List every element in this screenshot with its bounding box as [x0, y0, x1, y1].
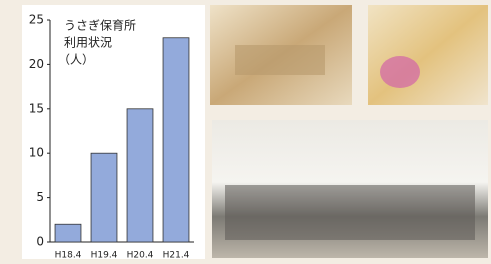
- photo-detail: [225, 185, 475, 240]
- x-tick-label: H21.4: [163, 251, 190, 261]
- photo-playroom: [368, 5, 488, 105]
- y-tick-label: 15: [29, 101, 44, 115]
- y-tick-label: 5: [36, 190, 44, 204]
- x-tick-label: H18.4: [55, 251, 82, 261]
- bar: [91, 153, 117, 242]
- chart-title: うさぎ保育所: [64, 18, 136, 33]
- chart-subtitle: 利用状況: [64, 35, 112, 50]
- photo-detail: [380, 56, 420, 88]
- bar: [55, 224, 81, 242]
- y-tick-label: 25: [29, 13, 44, 27]
- page: うさぎ保育所 利用状況 （人） 0 5 10 15 20 25 H18.4 H19.4 H20.…: [0, 0, 491, 264]
- bar: [163, 38, 189, 242]
- screenshot: うさぎ保育所 利用状況 （人） 0 5 10 15 20 25 H18.4 H19.4 H20.…: [0, 0, 491, 264]
- photo-detail: [235, 45, 325, 75]
- bar: [127, 109, 153, 242]
- y-tick-label: 20: [29, 57, 44, 71]
- x-tick-label: H19.4: [91, 251, 118, 261]
- y-tick-label: 10: [29, 146, 44, 160]
- unit-label: （人）: [58, 53, 94, 67]
- x-tick-label: H20.4: [127, 251, 154, 261]
- y-tick-label: 0: [36, 235, 44, 249]
